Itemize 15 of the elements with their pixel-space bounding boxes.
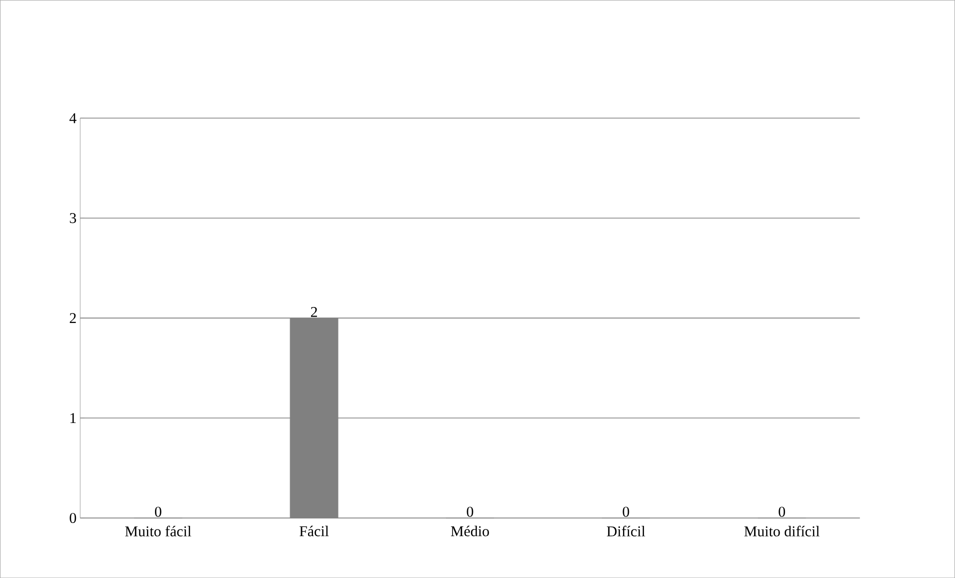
y-tick-label: 2 — [70, 313, 76, 323]
y-tick-label: 0 — [70, 512, 76, 523]
y-tick-label: 3 — [70, 213, 76, 224]
x-tick-label: Difícil — [606, 526, 646, 536]
y-tick-label: 1 — [70, 413, 76, 423]
x-tick-label: Muito difícil — [744, 526, 820, 536]
data-label: 0 — [778, 506, 786, 517]
x-tick-label: Médio — [450, 526, 489, 536]
data-label: 0 — [466, 506, 474, 517]
x-tick-label: Muito fácil — [125, 526, 192, 536]
data-label: 2 — [310, 306, 317, 317]
data-label: 0 — [154, 506, 162, 517]
data-label: 0 — [622, 506, 630, 517]
x-tick-label: Fácil — [300, 526, 329, 536]
y-tick-label: 4 — [69, 113, 76, 123]
